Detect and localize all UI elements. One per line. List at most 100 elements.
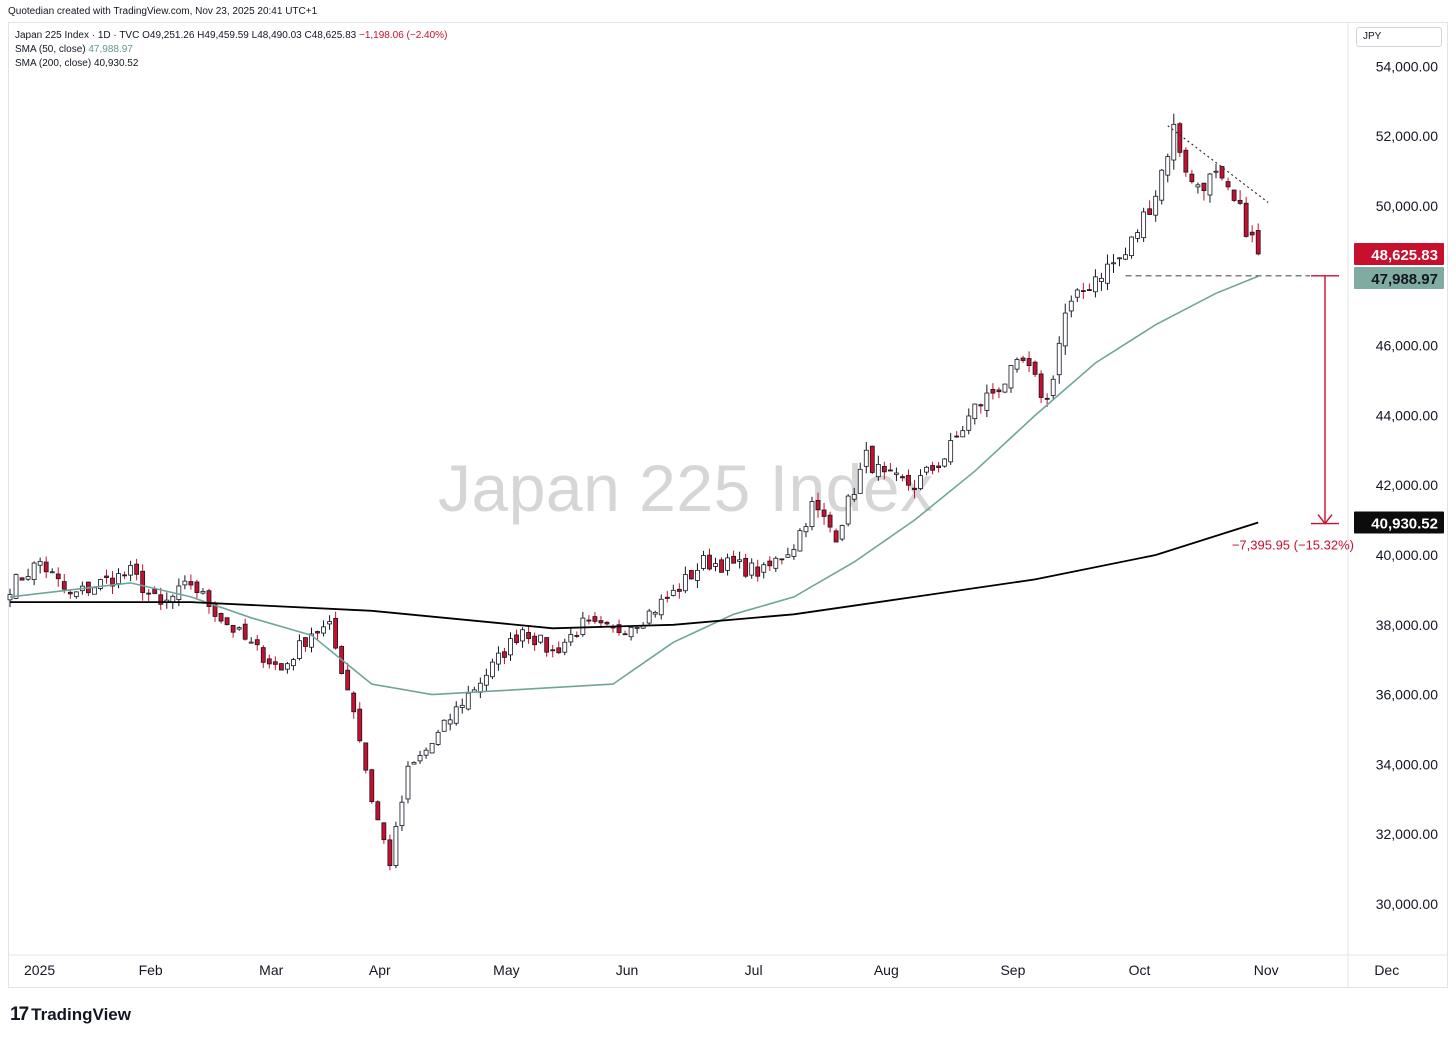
symbol-row[interactable]: Japan 225 Index · 1D · TVC O49,251.26 H4…	[15, 29, 447, 43]
candle-body	[803, 526, 809, 533]
tradingview-brand: TradingView	[31, 1005, 131, 1024]
candle-body	[309, 633, 314, 648]
candle-body	[429, 742, 435, 754]
candle-body	[1099, 277, 1104, 282]
measure-label: −7,395.95 (−15.32%)	[1232, 538, 1354, 553]
ohlc-low: L48,490.03	[251, 30, 302, 41]
time-tick-label: Sep	[1000, 962, 1025, 978]
chart-frame	[8, 22, 1448, 988]
candle-body	[248, 641, 254, 644]
price-tick-label: 34,000.00	[1376, 756, 1438, 772]
candle-body	[863, 449, 869, 467]
candle-body	[1171, 123, 1177, 161]
candle-body	[1068, 300, 1074, 312]
sma50-line	[9, 275, 1259, 696]
candle-body	[791, 549, 797, 557]
candle-body	[1020, 357, 1026, 361]
price-tick-label: 46,000.00	[1376, 338, 1438, 354]
candle-body	[1153, 195, 1159, 216]
candle-body	[924, 466, 929, 473]
candle-body	[465, 692, 471, 710]
candle-body	[755, 566, 761, 577]
candle-body	[110, 577, 115, 587]
sma200-row[interactable]: SMA (200, close) 40,930.52	[15, 57, 447, 71]
candle-body	[1189, 173, 1195, 183]
price-tick-label: 54,000.00	[1376, 58, 1438, 74]
candle-body	[206, 590, 212, 607]
candle-body	[278, 663, 284, 671]
candle-body	[1111, 262, 1116, 265]
candle-body	[797, 530, 803, 552]
candle-body	[176, 585, 182, 600]
candle-body	[49, 571, 55, 574]
candle-body	[1044, 397, 1050, 400]
time-tick-label: Aug	[874, 962, 899, 978]
candle-body	[658, 598, 664, 616]
candle-body	[1177, 123, 1183, 153]
candle-body	[375, 801, 381, 821]
time-tick-label: Dec	[1374, 962, 1399, 978]
candle-body	[538, 634, 544, 643]
candle-body	[134, 563, 140, 575]
sma50-value: 47,988.97	[88, 44, 133, 55]
candle-body	[598, 620, 604, 624]
sma50-row[interactable]: SMA (50, close) 47,988.97	[15, 43, 447, 57]
price-tick-label: 42,000.00	[1376, 477, 1438, 493]
candle-body	[1243, 202, 1249, 237]
time-tick-label: 2025	[24, 962, 55, 978]
candle-body	[1086, 289, 1092, 292]
candle-body	[1249, 231, 1255, 236]
candle-body	[1165, 156, 1171, 176]
candle-body	[604, 621, 610, 625]
candle-body	[351, 692, 357, 713]
candle-body	[544, 637, 550, 653]
candle-body	[435, 731, 441, 745]
candle-body	[562, 641, 568, 653]
candle-body	[900, 476, 905, 479]
candle-body	[405, 765, 411, 800]
candle-body	[936, 465, 942, 469]
candle-body	[122, 574, 127, 577]
candle-body	[749, 562, 755, 576]
candle-body	[978, 404, 984, 407]
tradingview-logo[interactable]: 17 TradingView	[10, 1004, 131, 1026]
candle-body	[200, 591, 206, 594]
time-tick-label: Oct	[1129, 962, 1151, 978]
time-tick-label: Nov	[1254, 962, 1279, 978]
candle-body	[260, 647, 266, 663]
candle-body	[960, 430, 966, 438]
candle-body	[918, 475, 923, 489]
candle-body	[1056, 342, 1062, 376]
candle-body	[1062, 312, 1068, 347]
candle-body	[1032, 361, 1038, 375]
candle-body	[1026, 358, 1032, 366]
price-tick-label: 30,000.00	[1376, 896, 1438, 912]
candle-body	[98, 579, 103, 589]
candle-body	[1038, 373, 1044, 398]
candle-body	[737, 559, 743, 562]
candle-body	[942, 458, 948, 467]
currency-selector[interactable]: JPY	[1356, 27, 1442, 47]
candle-body	[345, 669, 351, 691]
candle-body	[707, 554, 712, 570]
chart-credit: Quotedian created with TradingView.com, …	[8, 6, 318, 17]
candle-body	[254, 639, 260, 646]
candle-body	[104, 575, 109, 578]
candle-body	[1147, 208, 1153, 215]
candle-body	[725, 557, 730, 571]
price-tick-label: 38,000.00	[1376, 617, 1438, 633]
price-tick-label: 32,000.00	[1376, 826, 1438, 842]
candle-body	[315, 631, 320, 634]
candle-body	[303, 637, 308, 647]
candle-body	[1237, 199, 1243, 204]
candle-body	[1129, 236, 1134, 257]
candle-body	[894, 472, 899, 475]
candle-body	[586, 619, 592, 622]
candle-body	[297, 640, 302, 659]
ohlc-open: O49,251.26	[142, 30, 195, 41]
sma200-label: SMA (200, close)	[15, 58, 92, 69]
time-tick-label: Mar	[259, 962, 283, 978]
candle-body	[520, 629, 525, 642]
candle-body	[447, 719, 453, 725]
